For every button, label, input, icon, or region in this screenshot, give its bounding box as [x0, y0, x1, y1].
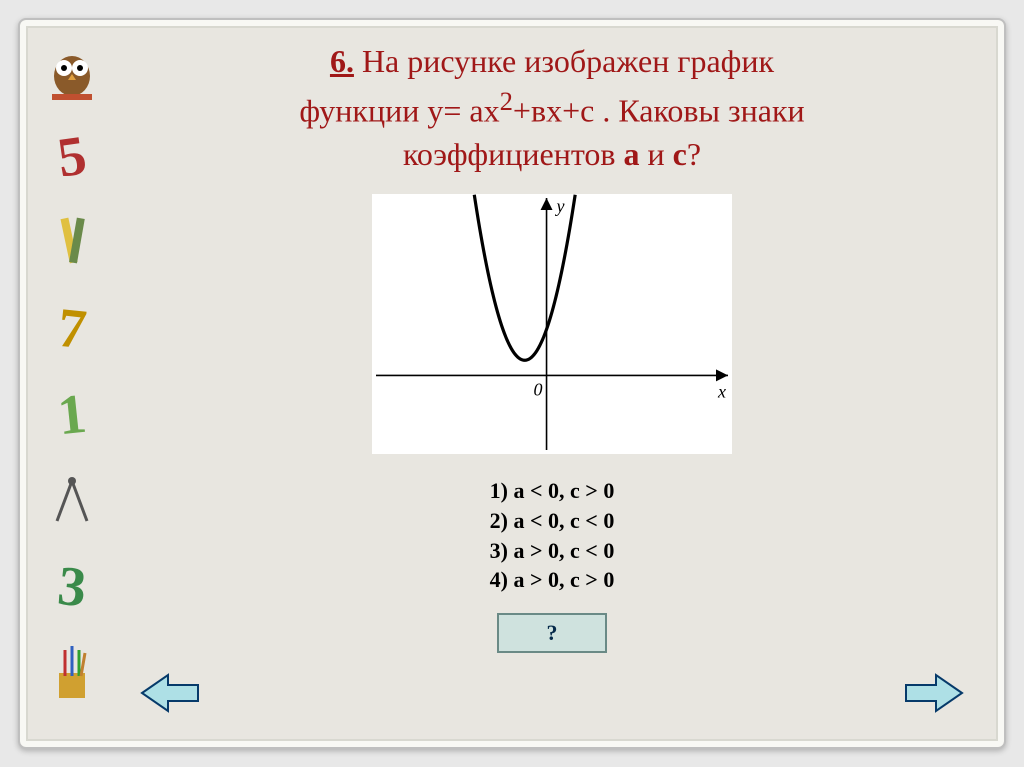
arrow-right-icon [906, 675, 962, 711]
title-sup: 2 [500, 86, 513, 116]
compass-icon [37, 466, 107, 536]
option-1: 1) а < 0, с > 0 [490, 476, 615, 506]
svg-text:x: x [717, 382, 726, 402]
slide-content: 6. На рисунке изображен график функции у… [120, 40, 984, 727]
parabola-chart: y x 0 [372, 194, 732, 454]
arrow-left-icon [142, 675, 198, 711]
next-slide-button[interactable] [904, 671, 964, 715]
title-line2b: +вх+с . Каковы знаки [513, 93, 805, 129]
question-number: 6. [330, 43, 354, 79]
answer-options: 1) а < 0, с > 0 2) а < 0, с < 0 3) а > 0… [490, 476, 615, 595]
title-line1: На рисунке изображен график [354, 43, 774, 79]
option-3: 3) а > 0, с < 0 [490, 536, 615, 566]
option-4: 4) а > 0, с > 0 [490, 565, 615, 595]
reveal-answer-button[interactable]: ? [497, 613, 607, 653]
title-bold-a: а [623, 136, 639, 172]
digit-1-icon: 1 [34, 377, 111, 454]
pencil-cup-icon [37, 638, 107, 708]
title-bold-c: с [673, 136, 687, 172]
slide-frame: 5 7 1 3 [18, 18, 1006, 749]
title-line3c: ? [687, 136, 701, 172]
digit-5-icon: 5 [32, 117, 111, 196]
prev-slide-button[interactable] [140, 671, 200, 715]
owl-icon [37, 36, 107, 106]
pencils-icon [37, 208, 107, 278]
decorative-sidebar: 5 7 1 3 [26, 26, 118, 741]
option-2: 2) а < 0, с < 0 [490, 506, 615, 536]
title-line2a: функции у= ах [299, 93, 499, 129]
digit-3-icon: 3 [34, 549, 111, 626]
question-title: 6. На рисунке изображен график функции у… [120, 40, 984, 184]
title-line3a: коэффициентов [403, 136, 624, 172]
title-line3b: и [639, 136, 672, 172]
svg-text:y: y [555, 196, 565, 216]
svg-text:0: 0 [534, 380, 543, 400]
digit-7-icon: 7 [34, 291, 111, 368]
